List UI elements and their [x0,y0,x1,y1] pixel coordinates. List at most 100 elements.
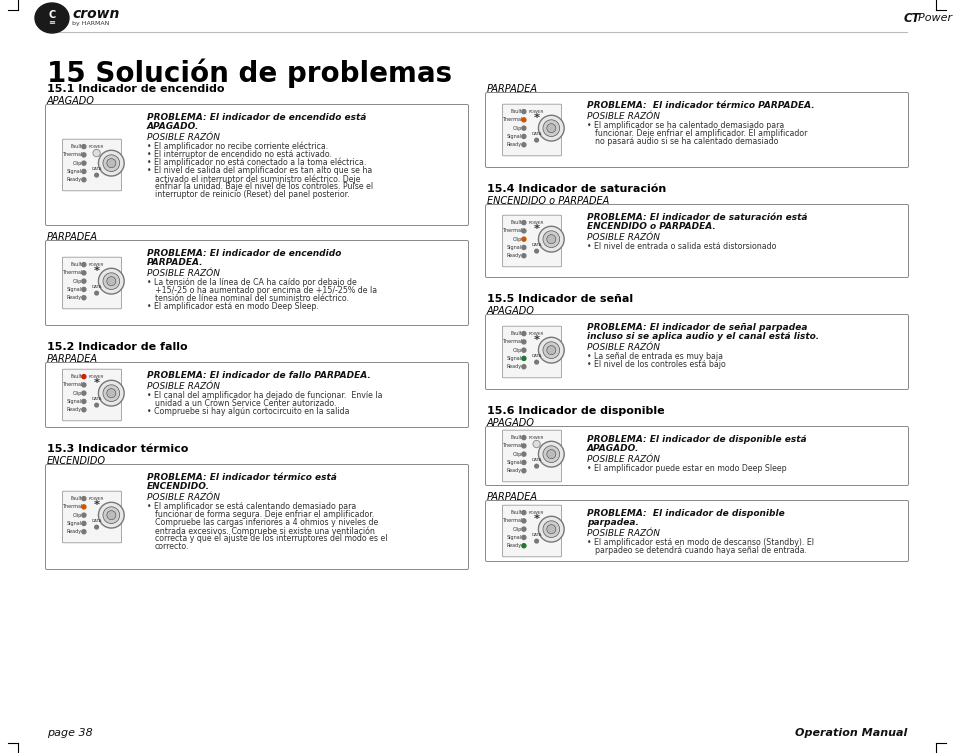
Circle shape [107,159,115,168]
FancyBboxPatch shape [485,205,907,278]
Circle shape [521,527,525,531]
Circle shape [521,348,525,352]
Text: *: * [533,335,539,345]
Text: by HARMAN: by HARMAN [71,20,110,26]
Text: POWER: POWER [528,511,544,515]
Text: enfriar la unidad. Baje el nivel de los controles. Pulse el: enfriar la unidad. Baje el nivel de los … [154,182,373,191]
Circle shape [537,517,563,542]
Circle shape [542,342,559,358]
Circle shape [94,404,98,407]
Circle shape [98,151,124,176]
Text: page 38: page 38 [47,728,92,738]
Circle shape [103,507,119,523]
Text: POWER: POWER [89,375,104,379]
Circle shape [521,331,525,336]
FancyBboxPatch shape [502,326,561,378]
Text: • El amplificador se está calentando demasiado para: • El amplificador se está calentando dem… [147,501,355,511]
Circle shape [82,279,86,283]
Text: no pasará audio si se ha calentado demasiado: no pasará audio si se ha calentado demas… [595,137,778,146]
Text: POSIBLE RAZÓN: POSIBLE RAZÓN [586,343,659,352]
Circle shape [535,539,537,543]
Text: PROBLEMA:  El indicador térmico PARPADEA.: PROBLEMA: El indicador térmico PARPADEA. [586,101,814,110]
Circle shape [537,115,563,141]
FancyBboxPatch shape [485,426,907,486]
Text: POWER: POWER [89,145,104,149]
Text: interruptor de reinicio (Reset) del panel posterior.: interruptor de reinicio (Reset) del pane… [154,191,349,200]
Text: Thermal: Thermal [62,152,82,157]
Text: APAGADO: APAGADO [47,96,94,106]
Text: Signal: Signal [506,356,521,361]
Circle shape [546,525,556,534]
Text: PROBLEMA: El indicador de saturación está: PROBLEMA: El indicador de saturación est… [586,213,806,222]
Text: Clip: Clip [72,391,82,395]
Text: DATA: DATA [531,132,541,136]
FancyBboxPatch shape [62,139,121,191]
Text: APAGADO: APAGADO [486,306,535,316]
Text: Ready: Ready [67,177,82,182]
Text: POWER: POWER [89,497,104,501]
Text: Thermal: Thermal [501,518,521,523]
Circle shape [521,460,525,465]
Text: correcta y que el ajuste de los interruptores del modo es el: correcta y que el ajuste de los interrup… [154,534,387,543]
Text: Operation Manual: Operation Manual [794,728,906,738]
Text: *: * [533,113,539,123]
Text: APAGADO: APAGADO [486,418,535,428]
Text: • El amplificador está en modo Deep Sleep.: • El amplificador está en modo Deep Slee… [147,302,318,311]
Circle shape [82,496,86,501]
Circle shape [98,502,124,528]
Text: Signal: Signal [67,399,82,404]
Circle shape [521,435,525,440]
Text: Fault: Fault [510,109,521,114]
Text: Signal: Signal [67,169,82,174]
Circle shape [92,149,100,157]
Text: DATA: DATA [531,242,541,247]
Circle shape [82,399,86,404]
Circle shape [535,360,537,364]
Text: Fault: Fault [510,435,521,440]
Circle shape [94,526,98,529]
Text: entrada excesivos. Compruebe si existe una ventilación: entrada excesivos. Compruebe si existe u… [154,526,375,535]
Circle shape [521,143,525,147]
Text: DATA: DATA [531,532,541,537]
FancyBboxPatch shape [46,240,468,325]
Text: • El amplificador está en modo de descanso (Standby). El: • El amplificador está en modo de descan… [586,538,813,547]
Text: Clip: Clip [72,279,82,284]
Circle shape [82,288,86,291]
Text: Clip: Clip [513,526,521,532]
Circle shape [521,127,525,130]
Text: PROBLEMA: El indicador térmico está: PROBLEMA: El indicador térmico está [147,473,336,482]
Text: DATA: DATA [531,458,541,462]
Text: • El canal del amplificador ha dejado de funcionar.  Envíe la: • El canal del amplificador ha dejado de… [147,391,382,400]
Text: Signal: Signal [506,245,521,250]
Text: POSIBLE RAZÓN: POSIBLE RAZÓN [147,382,220,391]
Text: 15.5 Indicador de señal: 15.5 Indicador de señal [486,294,633,304]
Circle shape [82,296,86,300]
Text: DATA: DATA [531,354,541,358]
Text: Fault: Fault [71,374,82,379]
Text: *: * [533,224,539,234]
FancyBboxPatch shape [46,465,468,569]
Circle shape [537,337,563,363]
Text: 15.4 Indicador de saturación: 15.4 Indicador de saturación [486,184,665,194]
Circle shape [82,153,86,157]
Text: PARPADEA: PARPADEA [486,84,537,94]
Text: • Compruebe si hay algún cortocircuito en la salida: • Compruebe si hay algún cortocircuito e… [147,407,349,416]
Text: PROBLEMA: El indicador de encendido: PROBLEMA: El indicador de encendido [147,249,341,258]
Text: PROBLEMA: El indicador de disponible está: PROBLEMA: El indicador de disponible est… [586,435,806,444]
Circle shape [521,254,525,258]
Circle shape [521,468,525,473]
Text: Clip: Clip [72,160,82,166]
Text: Compruebe las cargas inferiores a 4 ohmios y niveles de: Compruebe las cargas inferiores a 4 ohmi… [154,518,377,527]
Text: APAGADO.: APAGADO. [147,122,199,131]
Circle shape [521,221,525,224]
Text: PARPADEA: PARPADEA [47,354,98,364]
Circle shape [82,407,86,412]
Text: *: * [93,500,99,510]
Circle shape [82,161,86,165]
Circle shape [82,145,86,148]
Circle shape [535,465,537,468]
Text: PROBLEMA: El indicador de encendido está: PROBLEMA: El indicador de encendido está [147,113,366,122]
Text: POWER: POWER [528,110,544,114]
Text: Thermal: Thermal [62,383,82,387]
Circle shape [82,374,86,379]
